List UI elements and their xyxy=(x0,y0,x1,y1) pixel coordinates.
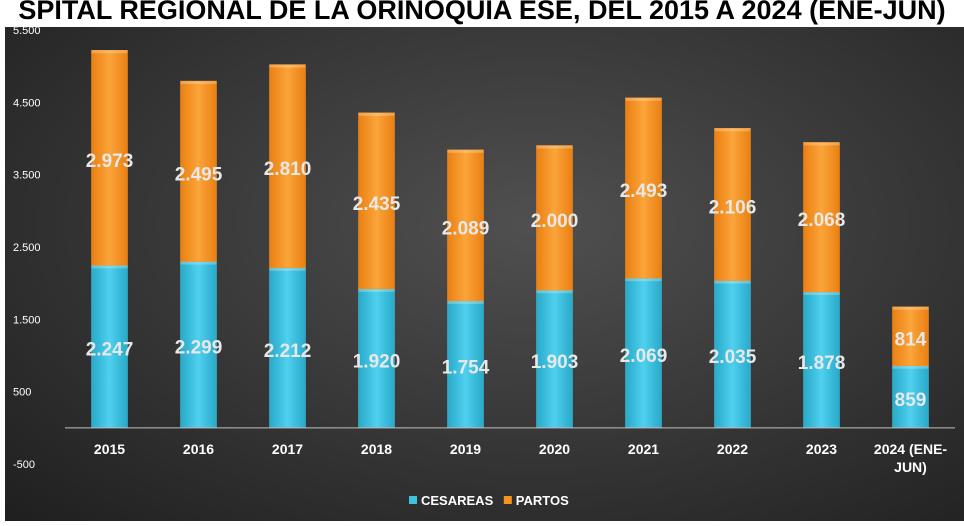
bar-top-highlight xyxy=(91,265,128,269)
bar-cesareas xyxy=(536,289,573,429)
bar-partos xyxy=(358,112,395,290)
data-label-cesareas: 1.920 xyxy=(353,351,401,372)
data-label-partos: 2.493 xyxy=(620,181,668,202)
bar-top-highlight xyxy=(892,365,929,369)
bar-partos xyxy=(447,149,484,302)
bar-top-highlight xyxy=(625,97,662,101)
data-label-cesareas: 859 xyxy=(895,390,927,411)
bar-partos xyxy=(180,80,217,262)
y-tick-label: -500 xyxy=(13,459,35,471)
bar-cesareas xyxy=(892,365,929,429)
y-axis: 5.500 4.500 3.500 2.500 1.500 500 -500 xyxy=(13,25,41,471)
bar-top-highlight xyxy=(269,267,306,271)
bar-partos xyxy=(91,50,128,266)
chart-panel: 5.500 4.500 3.500 2.500 1.500 500 -500 2.247 2.… xyxy=(5,25,964,521)
data-label-partos: 2.068 xyxy=(798,210,846,231)
data-label-cesareas: 1.903 xyxy=(531,352,579,373)
bar-top-highlight xyxy=(714,280,751,284)
bar-top-highlight xyxy=(892,306,929,310)
legend-swatch-cesareas xyxy=(409,496,417,504)
bar-top-highlight xyxy=(180,81,217,85)
bar-top-highlight xyxy=(358,112,395,116)
chart-title: SPITAL REGIONAL DE LA ORINOQUIA ESE, DEL… xyxy=(18,0,946,25)
bar-partos xyxy=(803,142,840,293)
y-tick-label: 500 xyxy=(13,387,31,399)
data-label-cesareas: 2.247 xyxy=(86,340,134,361)
data-label-cesareas: 2.212 xyxy=(264,341,312,362)
bar-partos xyxy=(892,306,929,366)
legend-label-cesareas: CESAREAS xyxy=(421,493,494,508)
bar-top-highlight xyxy=(803,142,840,146)
bar-top-highlight xyxy=(625,278,662,282)
x-tick-label: 2019 xyxy=(450,441,481,457)
data-label-partos: 2.810 xyxy=(264,159,312,180)
data-label-partos: 2.106 xyxy=(709,197,757,218)
legend: CESAREAS PARTOS xyxy=(409,493,569,508)
x-tick-label: 2020 xyxy=(539,441,570,457)
data-label-partos: 2.495 xyxy=(175,164,223,185)
bar-top-highlight xyxy=(714,128,751,132)
y-tick-label: 1.500 xyxy=(13,314,41,326)
bar-partos xyxy=(625,97,662,279)
bar-top-highlight xyxy=(803,291,840,295)
bar-top-highlight xyxy=(180,261,217,265)
bar-cesareas xyxy=(714,280,751,429)
x-tick-label: 2021 xyxy=(628,441,659,457)
y-tick-label: 2.500 xyxy=(13,242,41,254)
x-axis: 2015 2016 2017 2018 2019 2020 2021 2022 2023 2024… xyxy=(65,427,955,475)
x-tick-label: 2023 xyxy=(806,441,837,457)
bar-top-highlight xyxy=(358,288,395,292)
data-label-partos: 814 xyxy=(895,329,927,350)
x-tick-label: 2022 xyxy=(717,441,748,457)
bar-top-highlight xyxy=(91,50,128,54)
data-label-cesareas: 1.754 xyxy=(442,357,490,378)
bar-partos xyxy=(714,128,751,281)
bar-top-highlight xyxy=(447,149,484,153)
bar-partos xyxy=(269,64,306,269)
bar-top-highlight xyxy=(447,300,484,304)
x-tick-label: 2024 (ENE-JUN) xyxy=(874,441,947,475)
data-label-cesareas: 1.878 xyxy=(798,353,846,374)
bar-top-highlight xyxy=(536,290,573,294)
legend-label-partos: PARTOS xyxy=(516,493,569,508)
x-tick-label: 2016 xyxy=(183,441,214,457)
bar-partos xyxy=(536,145,573,291)
x-tick-label: 2017 xyxy=(272,441,303,457)
bars: 2.247 2.973 2.299 2.495 2.212 2.810 1.920 2.435… xyxy=(86,50,929,429)
y-tick-label: 5.500 xyxy=(13,27,41,37)
bar-cesareas xyxy=(803,291,840,429)
bar-top-highlight xyxy=(536,145,573,149)
data-label-partos: 2.000 xyxy=(531,211,579,232)
bar-cesareas xyxy=(269,267,306,429)
data-label-partos: 2.973 xyxy=(86,151,134,172)
data-label-cesareas: 2.035 xyxy=(709,347,757,368)
y-tick-label: 4.500 xyxy=(13,97,41,109)
data-label-partos: 2.435 xyxy=(353,194,401,215)
bar-cesareas xyxy=(91,265,128,429)
bar-top-highlight xyxy=(269,64,306,68)
x-tick-label: 2015 xyxy=(94,441,125,457)
bar-cesareas xyxy=(625,277,662,429)
data-label-cesareas: 2.069 xyxy=(620,346,668,367)
data-label-cesareas: 2.299 xyxy=(175,338,223,359)
legend-swatch-partos xyxy=(503,496,512,504)
data-label-partos: 2.089 xyxy=(442,218,490,239)
y-tick-label: 3.500 xyxy=(13,170,41,182)
x-tick-label: 2018 xyxy=(361,441,392,457)
